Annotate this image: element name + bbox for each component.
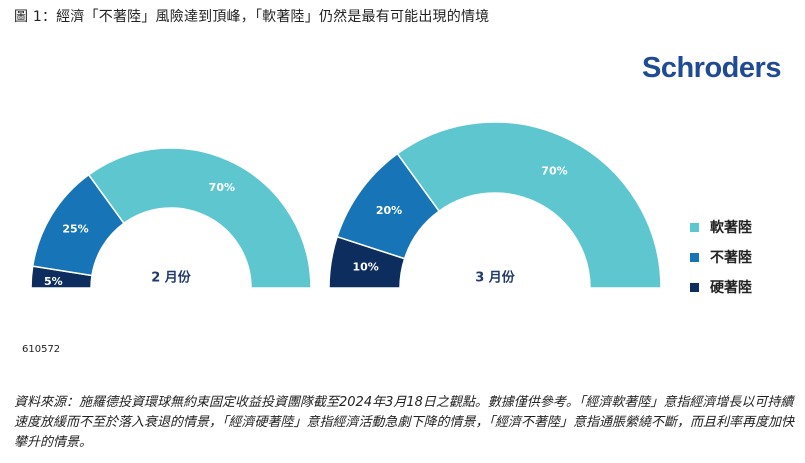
chart-center-label: 3 月份 — [475, 270, 516, 286]
schroders-logo: Schroders — [642, 52, 781, 84]
slice-value-label: 20% — [376, 204, 402, 217]
legend-label: 軟著陸 — [710, 220, 752, 236]
chart-title: 圖 1：經濟「不著陸」風險達到頂峰，「軟著陸」仍然是最有可能出現的情境 — [14, 9, 490, 25]
legend-item-no-landing: 不著陸 — [690, 242, 752, 272]
legend-item-hard-landing: 硬著陸 — [690, 272, 752, 302]
chart-march: 10% 20% 70% 3 月份 — [328, 121, 662, 289]
legend-swatch — [690, 252, 699, 262]
source-footnote: 資料來源：施羅德投資環球無約束固定收益投資團隊截至2024年3月18日之觀點。數… — [14, 395, 795, 450]
slice-soft-landing — [396, 121, 662, 289]
legend-swatch — [690, 282, 699, 292]
slice-value-label: 10% — [352, 261, 378, 274]
slice-value-label: 70% — [541, 164, 567, 177]
legend-label: 硬著陸 — [710, 280, 752, 296]
chart-february: 5% 25% 70% 2 月份 — [30, 147, 312, 289]
chart-center-label: 2 月份 — [151, 270, 192, 286]
slice-soft-landing — [87, 147, 312, 289]
legend-swatch — [690, 222, 699, 232]
slice-value-label: 5% — [44, 275, 63, 288]
slice-value-label: 70% — [209, 181, 235, 194]
chart-code: 610572 — [22, 344, 61, 355]
legend-item-soft-landing: 軟著陸 — [690, 212, 752, 242]
slice-value-label: 25% — [62, 222, 88, 235]
legend: 軟著陸 不著陸 硬著陸 — [690, 212, 752, 302]
legend-label: 不著陸 — [710, 250, 752, 266]
